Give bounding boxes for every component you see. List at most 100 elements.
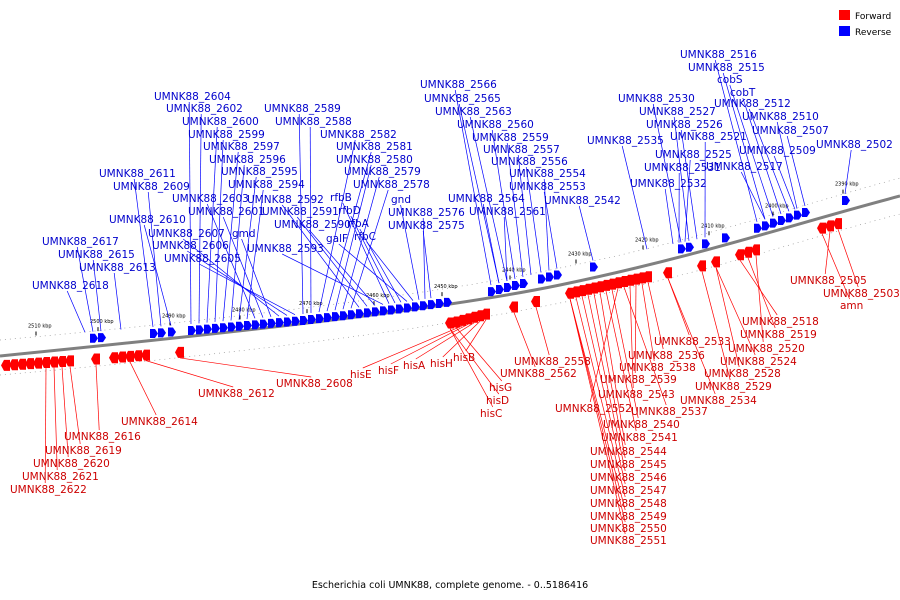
forward-gene-label: UMNK88_2503 — [823, 288, 900, 300]
forward-label-leader — [667, 278, 716, 395]
reverse-gene-arrow — [496, 285, 504, 295]
forward-label-leader — [449, 328, 494, 408]
reverse-gene-arrow — [794, 210, 802, 220]
reverse-label-leader — [282, 253, 384, 305]
reverse-gene-label: UMNK88_2566 — [420, 79, 497, 91]
kbp-tick-label: 2420 kbp — [635, 237, 659, 243]
forward-gene-label: UMNK88_2550 — [590, 523, 667, 535]
reverse-label-leader — [214, 139, 224, 322]
kbp-tick-label: 2410 kbp — [701, 223, 725, 229]
forward-gene-label: hisD — [486, 395, 509, 407]
reverse-label-leader — [729, 84, 774, 217]
forward-gene-label: UMNK88_2505 — [790, 275, 867, 287]
reverse-gene-arrow — [276, 318, 284, 328]
reverse-gene-label: UMNK88_2509 — [739, 145, 816, 157]
forward-gene-label: UMNK88_2551 — [590, 535, 667, 547]
reverse-gene-label: UMNK88_2521 — [670, 131, 747, 143]
reverse-label-leader — [776, 121, 798, 209]
forward-gene-label: UMNK88_2543 — [598, 389, 675, 401]
reverse-gene-arrow — [150, 329, 158, 338]
forward-gene-label: amn — [840, 300, 863, 312]
reverse-gene-arrow — [284, 317, 292, 327]
reverse-label-leader — [844, 149, 852, 194]
reverse-gene-label: UMNK88_2618 — [32, 280, 109, 292]
reverse-gene-arrow — [98, 333, 106, 343]
reverse-label-leader — [187, 250, 288, 316]
forward-gene-arrow — [481, 308, 490, 320]
reverse-gene-label: UMNK88_2611 — [99, 168, 176, 180]
forward-gene-arrow — [9, 359, 18, 371]
reverse-gene-arrow — [404, 303, 412, 313]
reverse-gene-label: UMNK88_2590 — [274, 219, 351, 231]
reverse-gene-arrow — [678, 244, 686, 254]
forward-label-leader — [465, 319, 487, 352]
reverse-label-leader — [246, 189, 264, 320]
gene-labels: UMNK88_2604UMNK88_2602UMNK88_2600UMNK88_… — [10, 49, 900, 547]
reverse-gene-label: gnd — [391, 194, 411, 206]
reverse-gene-arrow — [842, 195, 850, 205]
forward-label-leader — [362, 325, 463, 369]
forward-gene-label: UMNK88_2612 — [198, 388, 275, 400]
reverse-label-leader — [578, 205, 594, 261]
legend-forward-swatch — [839, 10, 850, 20]
forward-gene-arrow — [613, 277, 622, 289]
forward-label-leader — [442, 320, 481, 358]
reverse-gene-arrow — [802, 208, 810, 217]
reverse-gene-label: UMNK88_2516 — [680, 49, 757, 61]
reverse-gene-label: UMNK88_2610 — [109, 214, 186, 226]
reverse-label-leader — [238, 176, 257, 320]
kbp-tick-label: 2490 kbp — [162, 313, 186, 319]
reverse-label-leader — [740, 171, 766, 220]
reverse-gene-label: UMNK88_2592 — [247, 194, 324, 206]
reverse-label-leader — [786, 135, 806, 207]
reverse-label-leader — [525, 166, 542, 273]
legend-reverse-label: Reverse — [855, 28, 892, 38]
forward-gene-arrow — [697, 260, 706, 272]
legend-forward-label: Forward — [855, 12, 891, 22]
forward-gene-label: UMNK88_2548 — [590, 498, 667, 510]
reverse-label-leader — [338, 243, 408, 302]
reverse-label-leader — [66, 290, 86, 333]
forward-gene-label: UMNK88_2541 — [601, 432, 678, 444]
reverse-label-leader — [188, 101, 192, 324]
reverse-gene-arrow — [754, 223, 762, 233]
reverse-gene-label: UMNK88_2593 — [247, 243, 324, 255]
kbp-tick-label: 2500 kbp — [90, 319, 114, 325]
forward-label-leader — [715, 267, 740, 368]
reverse-label-leader — [198, 113, 202, 324]
reverse-label-leader — [241, 238, 272, 318]
reverse-gene-label: UMNK88_2601 — [188, 206, 265, 218]
forward-gene-arrow — [751, 244, 760, 256]
reverse-label-leader — [222, 216, 264, 318]
forward-gene-label: UMNK88_2520 — [728, 343, 805, 355]
reverse-gene-label: UMNK88_2578 — [353, 179, 430, 191]
reverse-gene-arrow — [504, 283, 512, 292]
reverse-gene-label: UMNK88_2575 — [388, 220, 465, 232]
forward-label-leader — [455, 327, 503, 382]
reverse-gene-label: UMNK88_2565 — [424, 93, 501, 105]
forward-label-leader — [53, 367, 58, 471]
reverse-gene-arrow — [686, 242, 694, 252]
kbp-tick-label: 2480 kbp — [232, 307, 256, 313]
reverse-gene-arrow — [204, 324, 212, 334]
forward-gene-arrow — [743, 246, 752, 258]
forward-gene-arrow — [735, 249, 744, 261]
reverse-gene-label: UMNK88_2554 — [509, 168, 586, 180]
reverse-gene-arrow — [158, 328, 166, 338]
reverse-gene-arrow — [340, 311, 348, 321]
reverse-gene-label: gmd — [232, 228, 256, 240]
forward-label-leader — [701, 271, 731, 381]
forward-label-leader — [535, 306, 550, 356]
forward-gene-label: UMNK88_2619 — [45, 445, 122, 457]
forward-gene-label: UMNK88_2540 — [603, 419, 680, 431]
reverse-label-leader — [458, 103, 500, 284]
reverse-gene-label: UMNK88_2617 — [42, 236, 119, 248]
reverse-gene-label: UMNK88_2609 — [113, 181, 190, 193]
reverse-gene-arrow — [260, 319, 268, 329]
forward-gene-label: hisB — [453, 352, 475, 364]
reverse-gene-label: UMNK88_2553 — [509, 181, 586, 193]
reverse-label-leader — [308, 229, 376, 306]
reverse-label-leader — [773, 155, 796, 210]
forward-label-leader — [61, 366, 69, 458]
